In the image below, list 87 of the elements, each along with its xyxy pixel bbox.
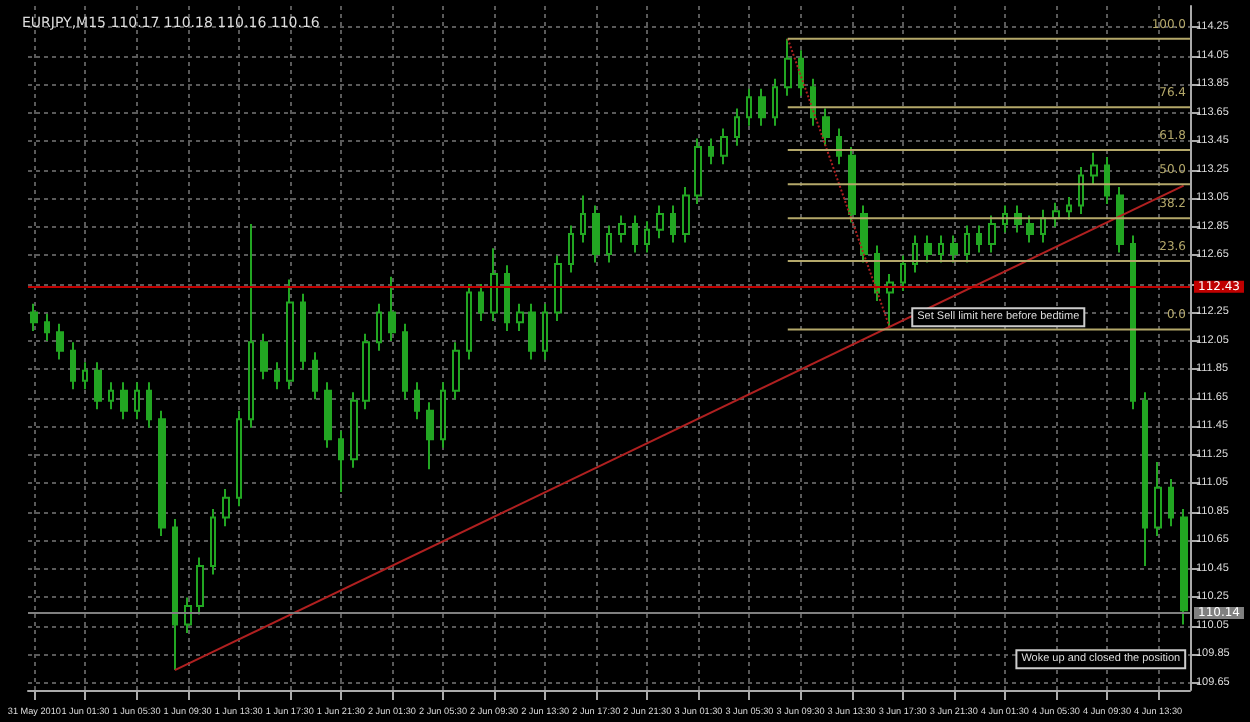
candlestick bbox=[120, 381, 128, 421]
candlestick bbox=[108, 381, 114, 411]
candlestick bbox=[338, 429, 344, 493]
candlestick bbox=[1104, 156, 1110, 206]
candlestick bbox=[274, 361, 280, 391]
candlestick bbox=[210, 508, 216, 576]
candlestick bbox=[772, 77, 778, 127]
candlestick bbox=[836, 127, 842, 166]
candlestick bbox=[260, 332, 268, 381]
candlestick bbox=[734, 107, 740, 147]
candlestick bbox=[184, 596, 192, 634]
candlestick bbox=[440, 381, 446, 449]
candlestick bbox=[56, 322, 64, 361]
candlestick bbox=[1090, 151, 1098, 186]
candlestick bbox=[822, 107, 830, 147]
candlestick bbox=[196, 556, 204, 616]
candlestick bbox=[528, 302, 536, 361]
candlestick bbox=[938, 234, 944, 264]
candlestick bbox=[542, 302, 548, 361]
candlestick bbox=[580, 194, 586, 244]
candlestick bbox=[798, 49, 804, 97]
candlestick bbox=[1052, 201, 1060, 228]
candlestick bbox=[1168, 478, 1174, 528]
candlestick bbox=[286, 278, 294, 391]
candlestick bbox=[248, 223, 254, 429]
candlestick bbox=[426, 401, 434, 471]
candlestick bbox=[964, 224, 970, 264]
candlestick bbox=[1154, 461, 1162, 538]
candlestick bbox=[44, 312, 50, 342]
candlestick bbox=[478, 282, 484, 322]
candlestick bbox=[1066, 195, 1072, 221]
candlestick bbox=[350, 391, 358, 469]
candlestick bbox=[848, 146, 856, 224]
candlestick bbox=[592, 204, 600, 264]
candlestick bbox=[376, 302, 382, 352]
candlestick bbox=[70, 341, 76, 391]
candlestick bbox=[414, 381, 420, 421]
candlestick bbox=[30, 302, 38, 332]
candlestick bbox=[1040, 208, 1046, 244]
candlestick bbox=[860, 204, 868, 264]
candlestick bbox=[312, 351, 318, 401]
candlestick bbox=[606, 224, 612, 264]
candlestick bbox=[1116, 185, 1124, 254]
candlestick bbox=[758, 87, 766, 127]
candlestick bbox=[172, 518, 178, 672]
candlestick bbox=[82, 361, 88, 391]
candlestick bbox=[568, 224, 574, 274]
candlestick bbox=[632, 214, 638, 254]
candlestick bbox=[94, 361, 102, 411]
candlestick bbox=[1180, 508, 1188, 626]
candlestick bbox=[988, 214, 996, 254]
candlestick bbox=[362, 332, 370, 411]
candlestick bbox=[900, 254, 906, 292]
candlestick bbox=[324, 381, 332, 449]
candlestick bbox=[886, 272, 894, 330]
candlestick bbox=[146, 381, 152, 429]
candlestick bbox=[656, 204, 664, 240]
candlestick bbox=[720, 127, 728, 166]
candlestick bbox=[452, 341, 460, 401]
candlestick bbox=[504, 264, 510, 332]
candlestick bbox=[158, 409, 166, 538]
candlestick bbox=[682, 185, 690, 244]
candlestick bbox=[694, 137, 702, 206]
candlestick bbox=[1026, 214, 1034, 244]
candlestick bbox=[388, 275, 396, 342]
candlestick bbox=[950, 234, 958, 264]
candlestick bbox=[516, 302, 524, 332]
candlestick bbox=[134, 381, 140, 421]
candlestick bbox=[222, 488, 230, 528]
candlestick bbox=[300, 292, 306, 371]
candlestick bbox=[466, 282, 472, 361]
candlestick bbox=[746, 87, 752, 127]
candlestick bbox=[644, 220, 650, 254]
candlestick bbox=[236, 409, 242, 508]
candlestick bbox=[1130, 234, 1136, 411]
candlestick bbox=[924, 234, 932, 264]
candlestick bbox=[976, 224, 982, 254]
candlestick bbox=[402, 322, 408, 401]
candlestick bbox=[912, 234, 918, 274]
candlestick bbox=[670, 204, 676, 244]
candlestick bbox=[554, 254, 562, 322]
candlestick bbox=[1142, 391, 1148, 568]
candlestick bbox=[1078, 166, 1084, 216]
candlestick bbox=[784, 37, 792, 97]
candlestick bbox=[708, 137, 714, 166]
candlestick bbox=[490, 247, 498, 322]
candlestick bbox=[618, 214, 626, 244]
